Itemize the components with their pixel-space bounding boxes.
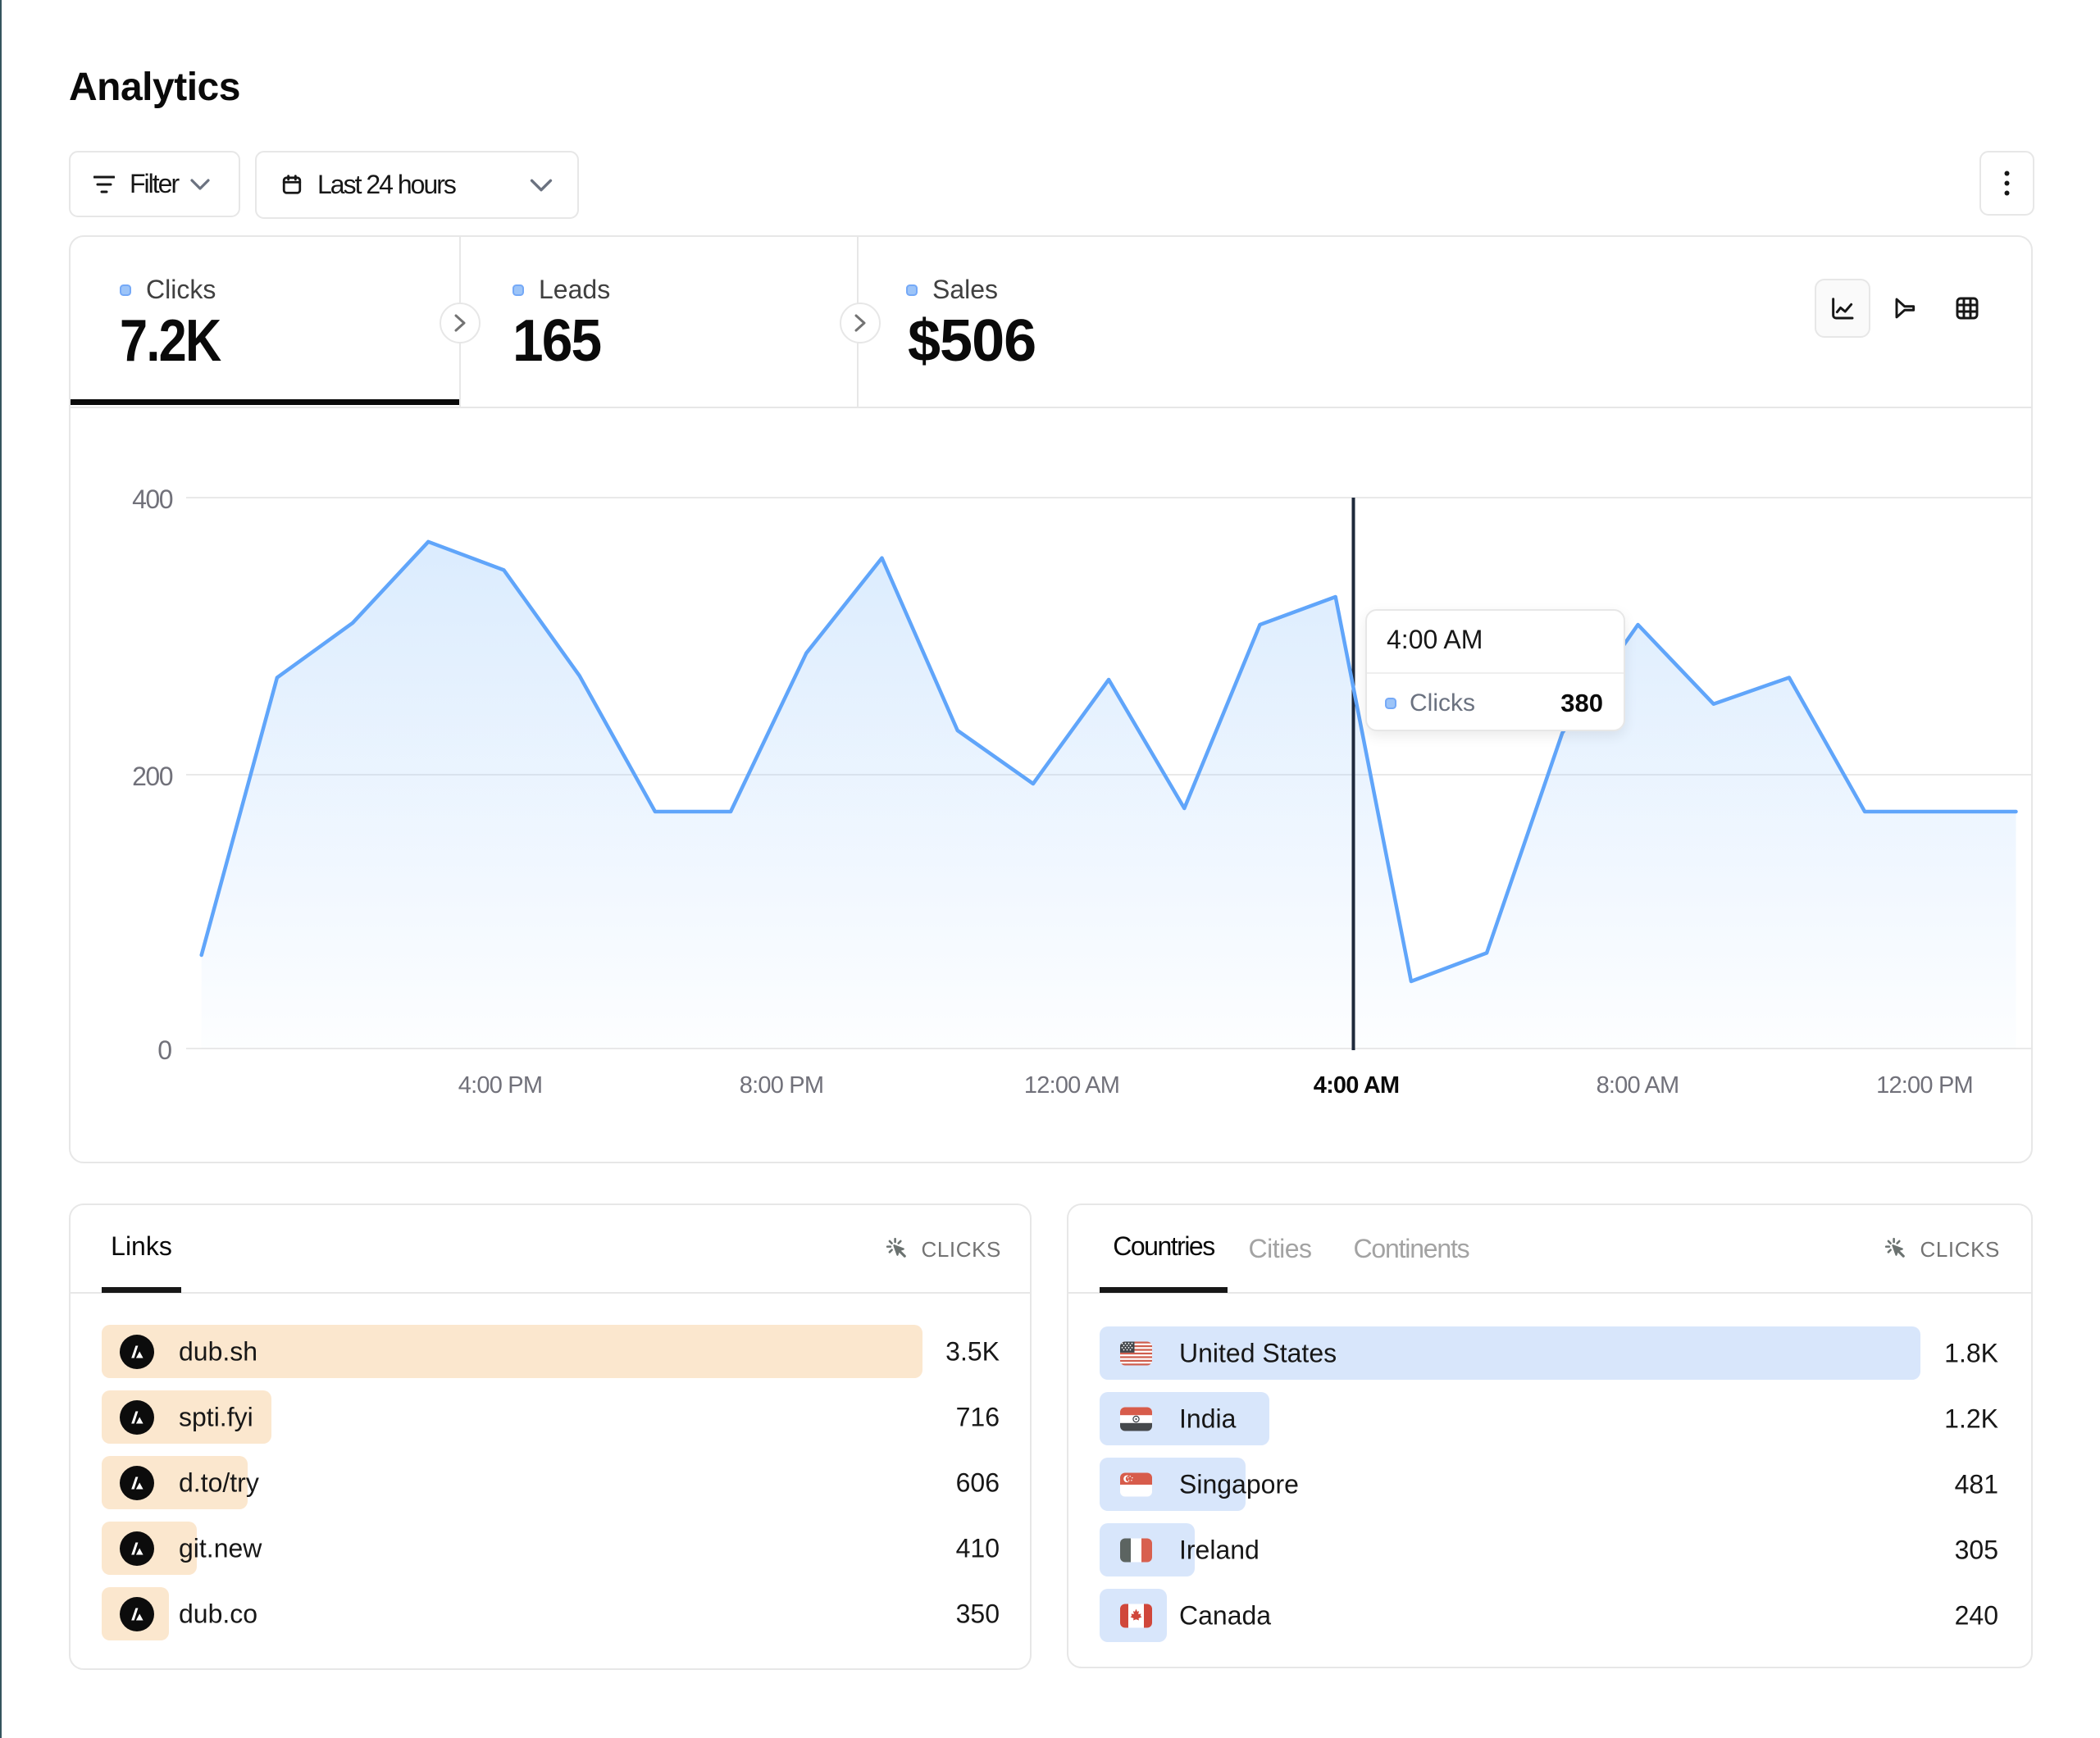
svg-text:12:00 PM: 12:00 PM	[1876, 1072, 1973, 1099]
svg-text:12:00 AM: 12:00 AM	[1024, 1072, 1119, 1099]
svg-text:4:00 PM: 4:00 PM	[458, 1072, 542, 1099]
svg-text:0: 0	[157, 1035, 172, 1065]
svg-text:400: 400	[132, 485, 173, 514]
svg-text:8:00 PM: 8:00 PM	[740, 1072, 823, 1099]
svg-text:8:00 AM: 8:00 AM	[1597, 1072, 1679, 1099]
svg-text:4:00 AM: 4:00 AM	[1314, 1072, 1400, 1099]
svg-text:200: 200	[132, 762, 173, 791]
